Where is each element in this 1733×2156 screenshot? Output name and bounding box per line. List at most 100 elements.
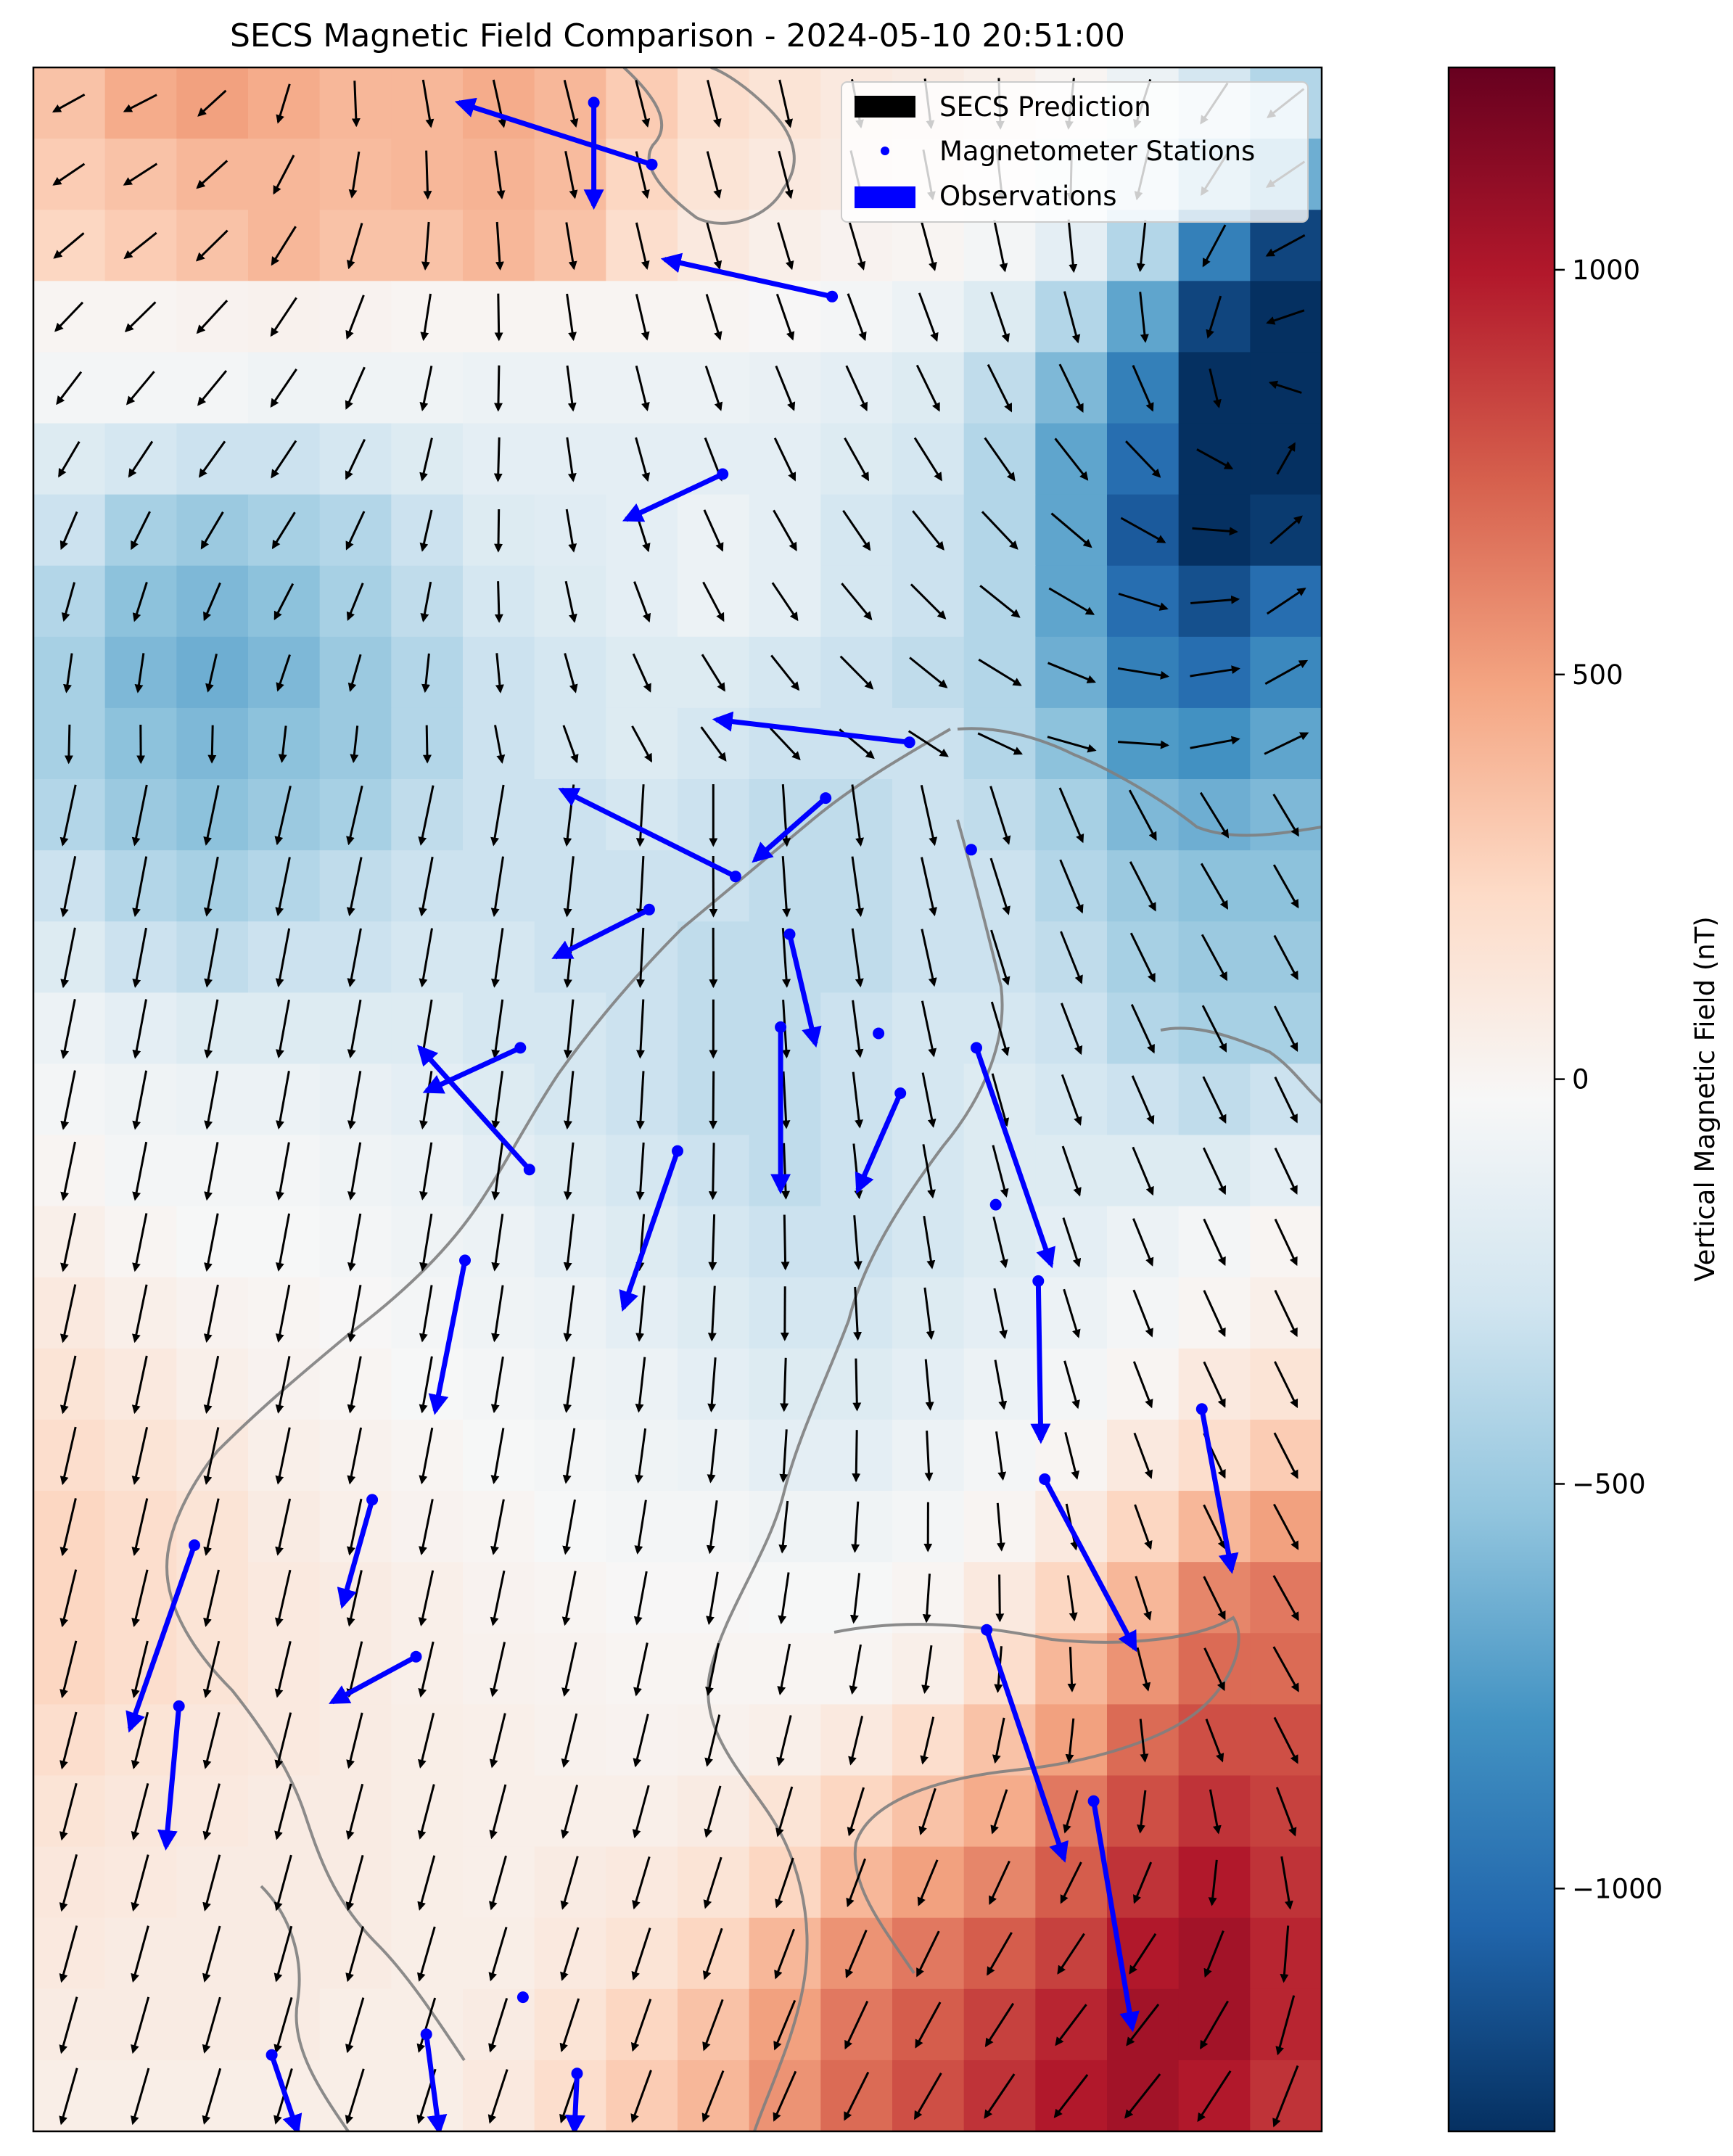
secs-arrow: [1273, 934, 1298, 981]
secs-arrow: [59, 1426, 77, 1486]
secs-arrow: [345, 1783, 364, 1840]
secs-arrow: [202, 1783, 221, 1840]
secs-arrow: [923, 1215, 936, 1270]
secs-arrow: [1130, 1003, 1155, 1054]
secs-arrow: [564, 580, 577, 623]
magnetometer-station: [459, 1254, 471, 1267]
secs-arrow: [1135, 1576, 1152, 1621]
secs-arrow: [774, 1928, 796, 1980]
secs-arrow: [131, 784, 148, 847]
secs-arrow: [1264, 659, 1309, 686]
observation-arrow: [454, 97, 653, 168]
secs-arrow: [419, 437, 433, 482]
secs-arrow: [417, 1855, 436, 1911]
secs-arrow: [202, 2067, 222, 2125]
secs-arrow: [421, 79, 435, 128]
secs-arrow: [708, 1143, 717, 1201]
secs-arrow: [347, 999, 362, 1058]
secs-arrow: [909, 657, 948, 688]
secs-arrow: [1136, 1647, 1151, 1692]
secs-arrow: [1276, 442, 1296, 475]
secs-arrow: [203, 1498, 220, 1556]
secs-arrow: [635, 1428, 647, 1484]
legend-box: [841, 81, 1309, 223]
secs-arrow: [1280, 1856, 1293, 1910]
secs-arrow: [702, 1927, 723, 1980]
magnetometer-station: [820, 792, 832, 805]
secs-arrow: [275, 928, 291, 988]
secs-arrow: [495, 221, 504, 271]
secs-arrow: [1205, 1719, 1224, 1763]
secs-arrow: [845, 1930, 868, 1979]
secs-arrow: [490, 1499, 505, 1555]
secs-arrow: [203, 1427, 220, 1485]
secs-arrow: [60, 1141, 76, 1201]
secs-arrow: [347, 654, 362, 692]
secs-arrow: [778, 1500, 789, 1554]
secs-arrow: [979, 585, 1021, 618]
secs-arrow: [907, 730, 949, 757]
secs-arrow: [839, 655, 874, 690]
secs-arrow: [984, 2073, 1016, 2119]
secs-arrow: [1136, 220, 1147, 273]
coastline-norway: [165, 728, 952, 2062]
secs-arrow: [708, 1214, 717, 1271]
secs-arrow: [1269, 515, 1303, 545]
secs-arrow: [58, 441, 81, 478]
secs-arrow: [635, 1357, 646, 1413]
secs-arrow: [204, 999, 219, 1059]
secs-arrow: [990, 929, 1010, 986]
secs-arrow: [630, 1999, 652, 2052]
chart-title: SECS Magnetic Field Comparison - 2024-05…: [230, 17, 1125, 54]
secs-arrow: [488, 1998, 509, 2053]
colorbar: 1000 500 0 −500 −1000 Vertical Magnetic Fiel…: [1447, 66, 1721, 2133]
secs-arrow: [1132, 1146, 1154, 1196]
secs-arrow: [494, 150, 506, 199]
secs-arrow: [490, 1428, 505, 1484]
heatmap-layer: [33, 67, 1322, 2131]
secs-arrow: [59, 1640, 78, 1699]
secs-arrow: [1047, 662, 1096, 683]
secs-arrow: [416, 1997, 437, 2053]
secs-arrow: [1273, 1716, 1298, 1764]
secs-arrow: [631, 725, 653, 763]
secs-arrow: [420, 581, 432, 622]
observation-arrow: [269, 2054, 302, 2131]
secs-arrow: [419, 1356, 433, 1414]
secs-arrow: [417, 1784, 435, 1840]
secs-arrow: [1058, 787, 1084, 844]
secs-arrow: [490, 1356, 504, 1414]
secs-arrow: [491, 1142, 504, 1201]
secs-arrow: [1272, 2065, 1299, 2128]
secs-arrow: [704, 1785, 722, 1838]
observations-layer: [125, 96, 1239, 2131]
secs-arrow: [1190, 665, 1240, 678]
secs-arrow: [203, 582, 221, 622]
secs-arrow: [773, 509, 797, 551]
secs-arrow: [781, 1214, 790, 1271]
secs-arrow: [847, 1787, 865, 1837]
secs-arrow: [419, 1499, 434, 1556]
secs-arrow: [981, 511, 1018, 550]
secs-arrow: [1117, 667, 1169, 680]
secs-arrow: [132, 582, 148, 622]
magnetometer-station: [189, 1539, 200, 1551]
secs-arrow: [1132, 1361, 1153, 1409]
secs-arrow: [921, 1000, 937, 1058]
colorbar-tick-label: 500: [1572, 659, 1623, 691]
secs-arrow: [707, 1428, 717, 1484]
secs-arrow: [565, 509, 577, 553]
secs-arrow: [1061, 1145, 1082, 1197]
secs-arrow: [993, 1288, 1008, 1339]
colorbar-tick-label: −500: [1572, 1469, 1646, 1500]
secs-arrow: [495, 653, 504, 694]
secs-arrow: [131, 1996, 150, 2054]
secs-arrow: [992, 1216, 1008, 1269]
secs-arrow: [418, 1641, 435, 1698]
secs-arrow: [1064, 1432, 1080, 1480]
observation-arrow: [984, 1629, 1069, 1863]
magnetometer-station: [1032, 1275, 1045, 1287]
secs-arrow: [132, 927, 147, 988]
secs-arrow: [274, 1783, 292, 1840]
secs-arrow: [132, 1213, 148, 1272]
